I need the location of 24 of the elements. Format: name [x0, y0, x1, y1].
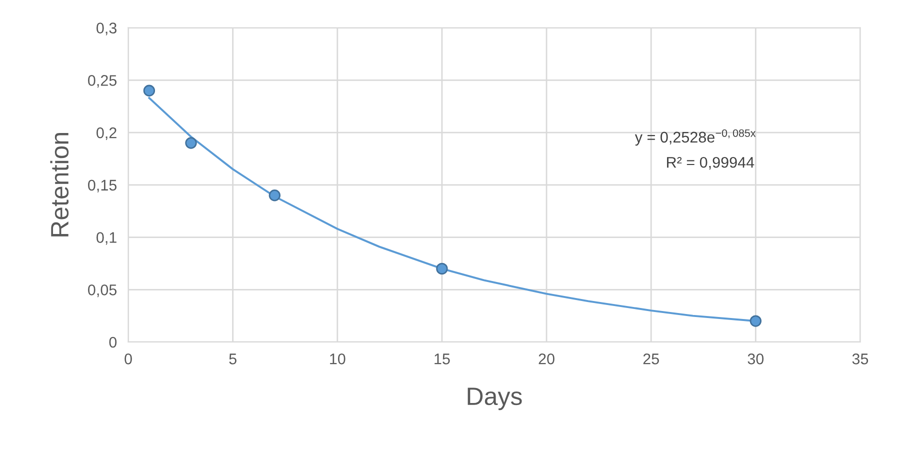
- point: [143, 84, 156, 96]
- annotation: y = 0,2528e$^{−0,085x}$: [634, 129, 756, 146]
- y-tick-label: 0,05: [88, 284, 117, 298]
- x-tick-label: 35: [852, 354, 868, 364]
- x-tick-label: 15: [434, 354, 450, 364]
- point: [436, 262, 448, 275]
- point: [750, 315, 762, 327]
- y-tick-label: 0,2: [96, 127, 116, 140]
- x-tick-label: 30: [748, 354, 764, 364]
- x-tick-label: 0: [124, 354, 132, 364]
- y-tick-label: 0,1: [96, 232, 116, 245]
- x-tick-label: 5: [229, 354, 236, 364]
- x-axis-title: Days: [468, 388, 522, 410]
- y-tick-label: 0,3: [96, 22, 116, 36]
- point: [185, 137, 197, 149]
- y-tick-label: 0: [109, 336, 117, 348]
- annotation: R² = 0,99944: [667, 156, 754, 170]
- y-tick-label: 0,15: [88, 180, 117, 192]
- point: [268, 190, 281, 202]
- y-tick-label: 0,25: [88, 75, 117, 88]
- x-tick-label: 10: [330, 354, 346, 364]
- x-tick-label: 25: [643, 354, 659, 364]
- y-axis-title: Retention: [50, 133, 69, 236]
- x-tick-label: 20: [538, 354, 554, 364]
